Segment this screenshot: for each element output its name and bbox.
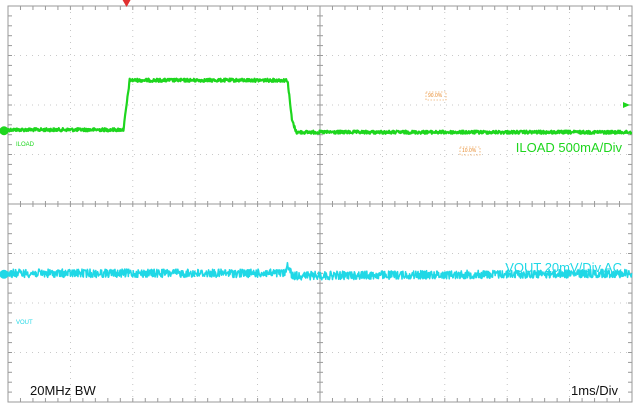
iload-scale-label: ILOAD 500mA/Div <box>516 140 623 155</box>
channel-2-marker-label: 2 <box>2 287 6 294</box>
channel-4-marker-label: 4 <box>2 164 6 171</box>
vout-scale-label: VOUT 20mV/Div AC <box>505 260 622 275</box>
channel-4-marker <box>0 126 9 136</box>
markers <box>0 0 630 279</box>
graticule <box>7 5 633 403</box>
trace-vout <box>7 261 633 281</box>
iload-probe-tag: ILOAD <box>16 142 35 148</box>
vout-probe-tag: VOUT <box>16 320 33 326</box>
traces <box>6 77 633 281</box>
measurement-tag-10: 10.0% <box>462 148 477 154</box>
trigger-level-marker <box>623 102 630 108</box>
bandwidth-label: 20MHz BW <box>30 383 96 398</box>
measurement-box-10 <box>459 146 481 156</box>
measurement-box-90 <box>425 91 447 101</box>
trigger-position-marker <box>122 0 131 7</box>
channel-2-marker <box>0 269 9 279</box>
trace-iload <box>6 77 633 135</box>
measurement-tag-90: 90.0% <box>428 93 443 99</box>
timebase-label: 1ms/Div <box>571 383 618 398</box>
